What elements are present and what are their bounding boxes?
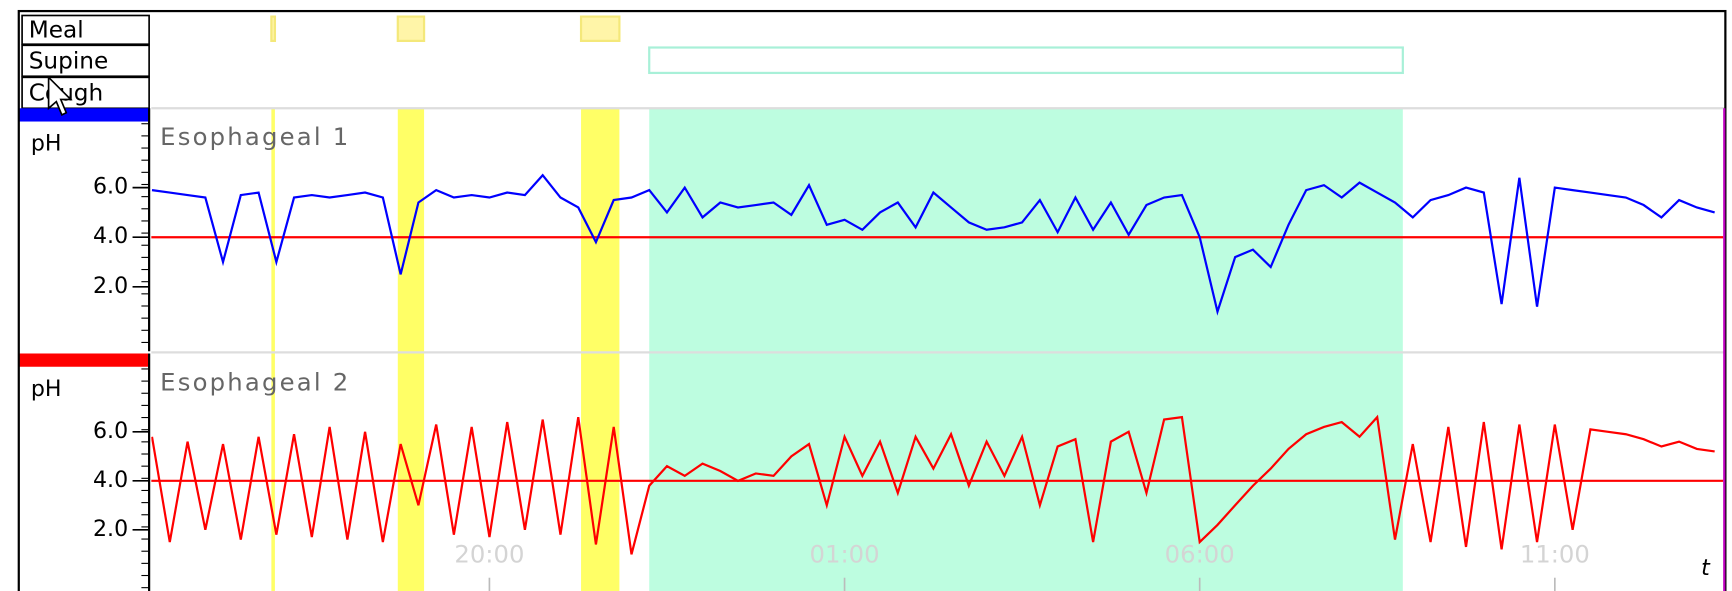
event-row-box xyxy=(21,76,150,110)
channel-band xyxy=(18,353,150,367)
x-tick-label: 01:00 xyxy=(810,540,880,569)
x-tick-label: 11:00 xyxy=(1520,540,1590,569)
event-shading xyxy=(271,108,1403,591)
y-axis-label: pH xyxy=(31,131,62,157)
event-marker xyxy=(396,15,426,42)
y-tick-label: 6.0 xyxy=(93,418,128,444)
event-marker xyxy=(579,15,621,42)
x-axis-label: t xyxy=(1701,555,1711,581)
mouse-cursor xyxy=(47,75,73,117)
panel-title: Esophageal 2 xyxy=(160,367,350,396)
ph-trace xyxy=(151,414,1715,555)
channel-band xyxy=(18,108,150,122)
y-tick-label: 4.0 xyxy=(93,223,128,249)
panel-title: Esophageal 1 xyxy=(160,122,350,151)
event-marker xyxy=(270,15,277,42)
event-band xyxy=(271,108,275,591)
event-row-label: Cough xyxy=(29,79,104,106)
event-row-label: Supine xyxy=(29,47,109,74)
event-marker xyxy=(648,46,1404,75)
y-tick-label: 2.0 xyxy=(93,516,128,542)
plot-layer: Meal Supine Cough pH Esophageal 1 2.0 4.0 6.0 pH… xyxy=(18,14,1726,591)
event-row-label: Meal xyxy=(29,16,84,43)
event-band xyxy=(649,108,1403,591)
event-row-box xyxy=(21,44,150,78)
y-axis-label: pH xyxy=(31,376,62,402)
y-tick-label: 2.0 xyxy=(93,273,128,299)
x-tick-label: 20:00 xyxy=(454,540,524,569)
event-row-box xyxy=(21,14,150,46)
x-tick-label: 06:00 xyxy=(1165,540,1235,569)
ph-trace xyxy=(151,173,1715,316)
y-tick-label: 6.0 xyxy=(93,174,128,200)
y-tick-label: 4.0 xyxy=(93,467,128,493)
event-band xyxy=(397,108,425,591)
